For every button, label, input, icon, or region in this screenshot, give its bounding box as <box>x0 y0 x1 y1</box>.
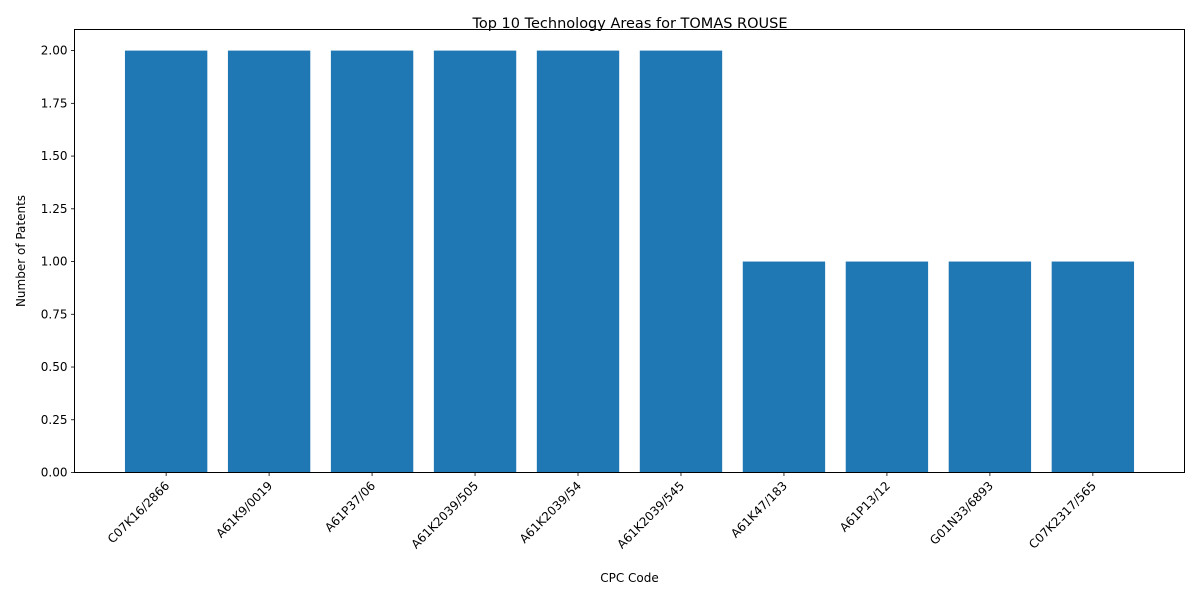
bar-a61k47-183 <box>742 261 826 473</box>
x-axis-label: CPC Code <box>600 571 659 585</box>
bar-a61k2039-54 <box>536 50 620 473</box>
bar-a61p37-06 <box>330 50 414 473</box>
y-tick-label: 1.50 <box>41 149 68 163</box>
x-tick-label: A61K47/183 <box>728 479 790 541</box>
y-tick-label: 0.50 <box>41 360 68 374</box>
x-tick-label: A61P37/06 <box>322 479 378 535</box>
bar-a61k2039-545 <box>639 50 723 473</box>
y-tick-label: 1.25 <box>41 202 68 216</box>
bar-c07k16-2866 <box>124 50 208 473</box>
x-axis: C07K16/2866 A61K9/0019 A61P37/06 A61K2039/5… <box>105 472 1099 552</box>
x-tick-label: A61K2039/545 <box>614 479 687 552</box>
y-tick-label: 0.00 <box>41 466 68 480</box>
bar-g01n33-6893 <box>948 261 1032 473</box>
y-tick-label: 1.75 <box>41 96 68 110</box>
x-tick-label: A61K2039/505 <box>408 479 481 552</box>
chart-title: Top 10 Technology Areas for TOMAS ROUSE <box>471 16 787 32</box>
x-tick-label: G01N33/6893 <box>927 479 996 548</box>
bars <box>124 50 1135 473</box>
y-tick-label: 0.75 <box>41 307 68 321</box>
y-tick-label: 0.25 <box>41 413 68 427</box>
bar-a61k9-0019 <box>227 50 311 473</box>
x-tick-label: C07K2317/565 <box>1026 479 1099 552</box>
x-tick-label: A61P13/12 <box>837 479 893 535</box>
bar-a61p13-12 <box>845 261 929 473</box>
x-tick-label: A61K9/0019 <box>213 479 275 541</box>
bar-a61k2039-505 <box>433 50 517 473</box>
y-axis-label: Number of Patents <box>14 195 28 307</box>
plot-frame <box>74 29 1185 473</box>
x-tick-label: C07K16/2866 <box>105 479 172 546</box>
bar-c07k2317-565 <box>1051 261 1135 473</box>
y-tick-label: 1.00 <box>41 255 68 269</box>
x-tick-label: A61K2039/54 <box>517 479 584 546</box>
y-axis: 0.00 0.25 0.50 0.75 1.00 1.25 1.50 1.75 2.00 <box>41 44 75 480</box>
y-tick-label: 2.00 <box>41 44 68 58</box>
